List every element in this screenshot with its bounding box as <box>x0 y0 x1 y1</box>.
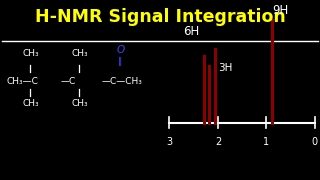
Text: 0: 0 <box>312 137 318 147</box>
Text: —C—CH₃: —C—CH₃ <box>101 77 142 86</box>
Text: H-NMR Signal Integration: H-NMR Signal Integration <box>35 8 285 26</box>
Text: CH₃: CH₃ <box>71 99 88 108</box>
Text: 2: 2 <box>215 137 221 147</box>
Text: 9H: 9H <box>273 4 289 17</box>
Text: 1: 1 <box>263 137 269 147</box>
Text: CH₃: CH₃ <box>71 49 88 58</box>
Text: 3H: 3H <box>218 63 232 73</box>
Text: CH₃: CH₃ <box>22 99 39 108</box>
Text: CH₃: CH₃ <box>22 49 39 58</box>
Text: O: O <box>116 45 124 55</box>
Text: —C: —C <box>60 77 76 86</box>
Text: CH₃—C: CH₃—C <box>7 77 39 86</box>
Text: 6H: 6H <box>183 25 199 38</box>
Text: 3: 3 <box>166 137 172 147</box>
Text: ‖: ‖ <box>118 57 123 66</box>
